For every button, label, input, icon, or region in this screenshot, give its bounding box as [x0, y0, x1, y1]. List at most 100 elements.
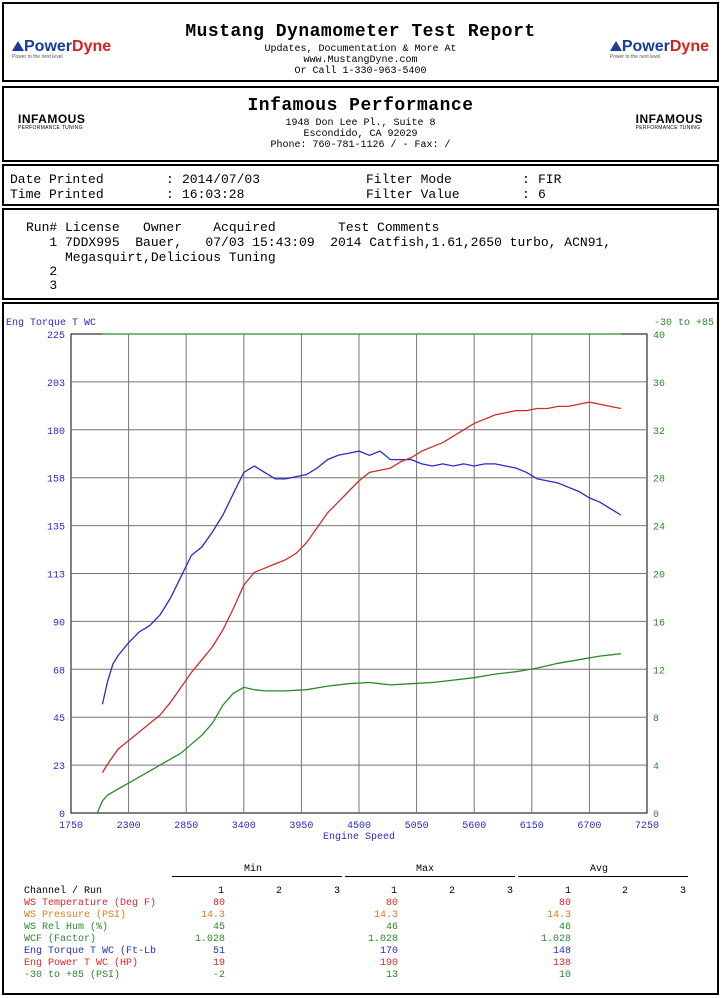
logo-right-power: Power — [621, 38, 670, 55]
x-tick-label: 5600 — [462, 821, 486, 832]
summary-row-min: 1.028 — [194, 934, 225, 945]
x-tick-label: 4500 — [347, 821, 371, 832]
summary-row-max: 1.028 — [367, 934, 398, 945]
summary-group-avg: Avg — [590, 864, 609, 875]
y-left-tick-label: 135 — [47, 523, 65, 534]
infamous-logo-right-tag: PERFORMANCE TUNING — [635, 125, 701, 131]
date-printed-label: Date Printed — [10, 172, 104, 187]
summary-row-label: WCF (Factor) — [24, 934, 97, 945]
summary-row-avg: 148 — [552, 946, 571, 957]
x-tick-label: 2300 — [117, 821, 141, 832]
x-tick-label: 2850 — [174, 821, 198, 832]
summary-row-min: 19 — [212, 958, 225, 969]
y-right-tick-label: 8 — [653, 714, 659, 725]
summary-row-avg: 138 — [552, 958, 571, 969]
summary-row-avg: 14.3 — [546, 910, 571, 921]
summary-row-avg: 80 — [558, 898, 571, 909]
run-row-1: 1 7DDX995 Bauer, 07/03 15:43:09 2014 Cat… — [26, 235, 612, 250]
logo-left-tagline: Power to the next level — [12, 54, 63, 60]
y-left-axis-label: Eng Torque T WC — [6, 318, 96, 329]
filter-value-value: 6 — [538, 187, 546, 202]
summary-row-label: WS Rel Hum (%) — [24, 922, 109, 933]
summary-row-avg: 1.028 — [540, 934, 571, 945]
time-printed-label: Time Printed — [10, 187, 104, 202]
shop-address-2: Escondido, CA 92029 — [303, 129, 418, 140]
y-right-tick-label: 16 — [653, 618, 665, 629]
series-line-2 — [101, 401, 621, 773]
summary-row-label: WS Temperature (Deg F) — [24, 898, 157, 909]
header-line-1: Updates, Documentation & More At — [264, 44, 457, 55]
shop-name: Infamous Performance — [247, 96, 474, 116]
summary-row-max: 13 — [385, 970, 398, 981]
x-tick-label: 6150 — [520, 821, 544, 832]
summary-row-label: Eng Power T WC (HP) — [24, 958, 139, 969]
y-right-tick-label: 0 — [653, 810, 659, 821]
logo-right-dyne: Dyne — [669, 38, 709, 55]
summary-row-min: -2 — [212, 970, 225, 981]
summary-row-label: WS Pressure (PSI) — [24, 910, 127, 921]
powerdyne-logo-right: PowerDyne Power to the next level — [609, 38, 709, 60]
series-line-1 — [101, 450, 622, 705]
series-line-3 — [96, 653, 621, 814]
y-left-tick-label: 158 — [47, 475, 65, 486]
x-axis-label: Engine Speed — [323, 831, 395, 843]
runs-table: Run# License Owner Acquired Test Comment… — [2, 208, 719, 300]
y-right-tick-label: 24 — [653, 523, 665, 534]
summary-row-min: 45 — [212, 922, 225, 933]
y-right-tick-label: 12 — [653, 666, 665, 677]
report-header: PowerDyne Power to the next level Mustan… — [2, 2, 719, 82]
header-line-2: www.MustangDyne.com — [303, 55, 418, 66]
infamous-logo-left: INFAMOUS PERFORMANCE TUNING — [18, 112, 85, 131]
x-tick-label: 7250 — [635, 821, 659, 832]
summary-row-max: 190 — [379, 958, 398, 969]
logo-triangle-icon — [609, 41, 622, 51]
date-printed-value: 2014/07/03 — [182, 172, 261, 187]
logo-left-dyne: Dyne — [72, 38, 112, 55]
print-meta: Date Printed : 2014/07/03 Time Printed :… — [2, 164, 719, 206]
summary-run-2-min: 2 — [276, 886, 283, 897]
x-tick-label: 5050 — [405, 821, 429, 832]
filter-mode-label: Filter Mode — [366, 172, 452, 187]
summary-row-min: 51 — [212, 946, 225, 957]
summary-row-max: 14.3 — [373, 910, 398, 921]
y-left-tick-label: 203 — [47, 379, 65, 390]
header-line-3: Or Call 1-330-963-5400 — [294, 66, 427, 77]
y-left-tick-label: 90 — [53, 618, 65, 629]
filter-mode-colon: : — [522, 172, 530, 187]
y-right-tick-label: 40 — [653, 331, 665, 342]
y-left-tick-label: 113 — [47, 571, 65, 582]
infamous-logo-left-text: INFAMOUS — [18, 112, 86, 126]
y-left-tick-label: 45 — [53, 714, 65, 725]
time-printed-colon: : — [166, 187, 174, 202]
infamous-logo-right-text: INFAMOUS — [635, 112, 703, 126]
summary-row-min: 14.3 — [200, 910, 225, 921]
summary-header: Channel / Run — [24, 886, 103, 897]
shop-info: INFAMOUS PERFORMANCE TUNING Infamous Per… — [2, 86, 719, 162]
chart-panel — [2, 302, 719, 995]
x-tick-label: 1750 — [59, 821, 83, 832]
infamous-logo-right: INFAMOUS PERFORMANCE TUNING — [636, 112, 703, 131]
summary-run-3-max: 3 — [507, 886, 514, 897]
shop-address-1: 1948 Don Lee Pl., Suite 8 — [285, 118, 436, 129]
logo-left-power: Power — [24, 38, 73, 55]
y-left-tick-label: 225 — [47, 331, 65, 342]
y-left-tick-label: 68 — [53, 666, 65, 677]
y-right-tick-label: 4 — [653, 762, 659, 773]
summary-row-max: 80 — [385, 898, 398, 909]
summary-group-max: Max — [416, 864, 435, 875]
x-tick-label: 3400 — [232, 821, 256, 832]
filter-mode-value: FIR — [538, 172, 562, 187]
summary-row-avg: 46 — [558, 922, 571, 933]
summary-row-max: 46 — [385, 922, 398, 933]
x-tick-label: 3950 — [289, 821, 313, 832]
time-printed-value: 16:03:28 — [182, 187, 245, 202]
summary-run-1-max: 1 — [391, 886, 398, 897]
powerdyne-logo-left: PowerDyne Power to the next level — [12, 38, 111, 60]
summary-run-3-min: 3 — [334, 886, 341, 897]
y-right-tick-label: 20 — [653, 571, 665, 582]
y-right-tick-label: 36 — [653, 379, 665, 390]
summary-line-avg — [518, 876, 688, 877]
run-row-3: 3 — [26, 278, 58, 293]
y-left-tick-label: 180 — [47, 427, 65, 438]
summary-run-2-avg: 2 — [622, 886, 629, 897]
